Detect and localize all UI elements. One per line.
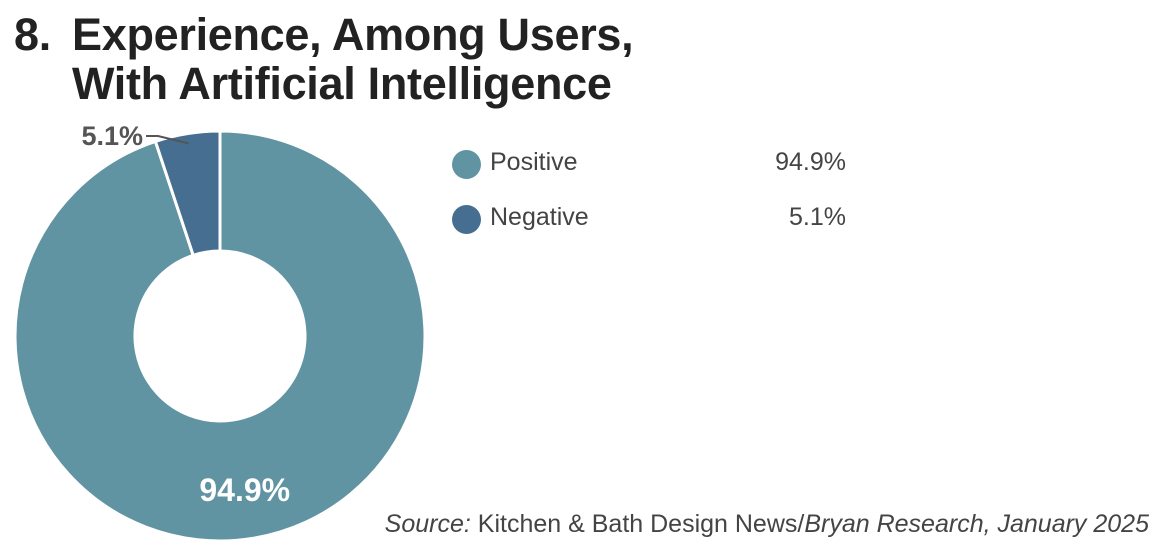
chart-title: 8. Experience, Among Users, With Artifici… — [14, 9, 634, 109]
legend-value-positive: 94.9% — [775, 148, 846, 176]
donut-slice-negative — [153, 129, 222, 258]
data-label-positive: 94.9% — [199, 472, 290, 508]
legend-swatch-negative — [452, 205, 481, 234]
legend-label-negative: Negative — [490, 203, 589, 231]
legend-value-negative: 5.1% — [789, 203, 846, 231]
legend-item-negative: Negative 5.1% — [452, 201, 852, 256]
legend-label-positive: Positive — [490, 148, 578, 176]
legend: Positive 94.9% Negative 5.1% — [452, 146, 852, 256]
chart-title-line1: Experience, Among Users, — [72, 9, 634, 60]
chart-title-line2: With Artificial Intelligence — [72, 58, 612, 109]
legend-item-positive: Positive 94.9% — [452, 146, 852, 201]
source-rest: Bryan Research, January 2025 — [804, 510, 1149, 538]
source-note: Source: Kitchen & Bath Design News/Bryan… — [385, 510, 1149, 539]
data-label-negative: 5.1% — [81, 121, 143, 151]
leader-line-negative — [146, 135, 190, 145]
chart-number: 8. — [14, 9, 51, 60]
legend-swatch-positive — [452, 150, 481, 179]
source-publication: Kitchen & Bath Design News/ — [477, 510, 805, 538]
source-prefix: Source: — [384, 510, 471, 538]
donut-slice-positive — [13, 129, 427, 543]
